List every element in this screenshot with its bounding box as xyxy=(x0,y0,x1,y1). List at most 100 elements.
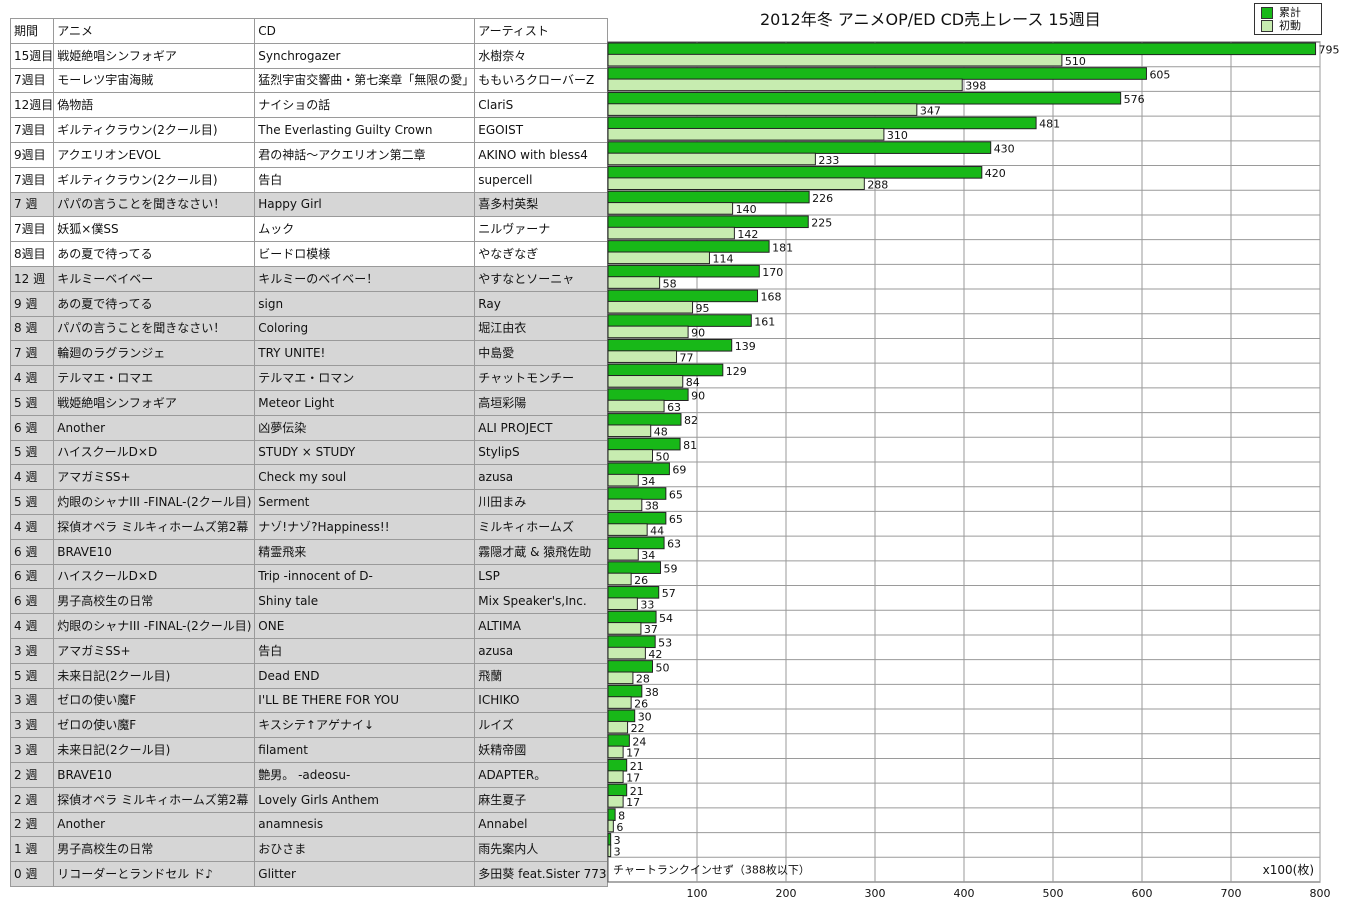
header-artist: アーティスト xyxy=(474,18,608,44)
label-total: 8 xyxy=(618,809,625,822)
cell-artist: ルイズ xyxy=(474,712,608,739)
x-tick-label: 300 xyxy=(865,887,886,900)
cell-period: 4 週 xyxy=(9,365,55,391)
bar-first xyxy=(607,399,665,413)
cell-artist: EGOIST xyxy=(474,117,608,143)
cell-cd: Happy Girl xyxy=(254,191,476,218)
cell-artist: 中島愛 xyxy=(474,340,608,367)
x-tick-label: 200 xyxy=(776,887,797,900)
cell-cd: Lovely Girls Anthem xyxy=(254,786,476,813)
bar-first xyxy=(607,375,684,388)
cell-artist: azusa xyxy=(474,637,608,664)
cell-period: 3 週 xyxy=(9,687,55,714)
bar-total xyxy=(607,511,667,525)
cell-period: 5 週 xyxy=(9,662,55,689)
cell-anime: アマガミSS+ xyxy=(53,637,256,664)
label-total: 30 xyxy=(638,711,652,724)
cell-cd: ナゾ!ナゾ?Happiness!! xyxy=(254,513,476,540)
cell-artist: やすなとソーニャ xyxy=(474,265,608,292)
cell-period: 15週目 xyxy=(9,42,55,69)
label-total: 69 xyxy=(672,464,686,477)
bar-first xyxy=(607,424,652,438)
cell-period: 4 週 xyxy=(9,613,55,639)
cell-cd: Trip -innocent of D- xyxy=(254,563,476,590)
table-row: 9 週あの夏で待ってる sign Ray xyxy=(9,290,608,317)
song-table: 期間 アニメ CD アーティスト 15週目 戦姫絶唱シンフォギア Synchroga… xyxy=(9,18,608,887)
cell-period: 12 週 xyxy=(9,265,55,292)
cell-artist: Ray xyxy=(474,290,608,317)
bar-first xyxy=(607,127,885,141)
cell-artist: ミルキィホームズ xyxy=(474,513,608,540)
label-total: 38 xyxy=(645,686,659,699)
table-row: 2 週探偵オペラ ミルキィホームズ第2幕 Lovely Girls Anthem 麻… xyxy=(9,786,608,813)
label-first: 17 xyxy=(626,747,640,760)
label-first: 26 xyxy=(634,697,648,710)
bar-total xyxy=(607,586,660,599)
bar-first xyxy=(607,350,678,363)
cell-artist: ALI PROJECT xyxy=(474,414,608,441)
bar-first xyxy=(607,819,614,833)
cell-anime: 灼眼のシャナIII -FINAL-(2クール目) xyxy=(53,489,256,515)
cell-period: 4 週 xyxy=(9,464,55,491)
table-row: 6 週男子高校生の日常 Shiny tale Mix Speaker's,Inc. xyxy=(9,588,608,615)
label-first: 58 xyxy=(663,277,677,290)
table-row: 7週目 妖狐×僕SS ムック ニルヴァーナ xyxy=(9,216,608,243)
header-anime: アニメ xyxy=(53,18,256,44)
legend-label-total: 累計 xyxy=(1279,6,1301,19)
cell-cd: TRY UNITE! xyxy=(254,340,476,367)
bar-total xyxy=(607,388,689,401)
label-first: 63 xyxy=(667,401,681,414)
cell-cd: Coloring xyxy=(254,315,476,342)
cell-period: 0 週 xyxy=(9,861,55,887)
cell-artist: ニルヴァーナ xyxy=(474,216,608,243)
table-header-row: 期間 アニメ CD アーティスト xyxy=(9,18,608,44)
label-first: 310 xyxy=(887,129,908,142)
bar-first xyxy=(607,202,734,215)
cell-cd: Shiny tale xyxy=(254,588,476,615)
x-tick-label: 400 xyxy=(954,887,975,900)
cell-period: 5 週 xyxy=(9,389,55,416)
cell-anime: パパの言うことを聞きなさい！ xyxy=(53,191,256,218)
x-tick-label: 600 xyxy=(1132,887,1153,900)
cell-cd: I'LL BE THERE FOR YOU xyxy=(254,687,476,714)
header-period: 期間 xyxy=(9,18,55,44)
cell-artist: 霧隠才蔵 & 猿飛佐助 xyxy=(474,538,608,565)
cell-anime: リコーダーとランドセル ド♪ xyxy=(53,861,256,887)
cell-anime: 戦姫絶唱シンフォギア xyxy=(53,42,256,69)
cell-anime: モーレツ宇宙海賊 xyxy=(53,67,256,94)
cell-period: 7 週 xyxy=(9,191,55,218)
cell-period: 4 週 xyxy=(9,513,55,540)
bar-first xyxy=(607,671,634,685)
cell-artist: LSP xyxy=(474,563,608,590)
bar-first xyxy=(607,103,918,116)
bar-total xyxy=(607,42,1317,56)
label-total: 168 xyxy=(761,291,782,304)
label-first: 90 xyxy=(691,327,705,340)
bar-total xyxy=(607,635,656,649)
bar-total xyxy=(607,166,983,179)
bar-first xyxy=(607,720,629,734)
label-first: 48 xyxy=(654,426,668,439)
label-total: 53 xyxy=(658,637,672,650)
bar-total xyxy=(607,833,612,846)
bar-total xyxy=(607,536,665,550)
cell-artist: ICHIKO xyxy=(474,687,608,714)
label-total: 65 xyxy=(669,488,683,501)
cell-anime: 男子高校生の日常 xyxy=(53,588,256,615)
cell-period: 1 週 xyxy=(9,836,55,863)
cell-period: 12週目 xyxy=(9,92,55,119)
cell-artist: 飛蘭 xyxy=(474,662,608,689)
label-first: 42 xyxy=(648,648,662,661)
header-cd: CD xyxy=(254,18,476,44)
bar-total xyxy=(607,734,630,747)
bar-first xyxy=(607,177,865,190)
legend-label-first: 初動 xyxy=(1279,19,1301,32)
legend-swatch-total xyxy=(1261,7,1273,19)
bar-first xyxy=(607,547,639,561)
cell-cd: 告白 xyxy=(254,637,476,664)
label-total: 181 xyxy=(772,241,793,254)
cell-anime: 妖狐×僕SS xyxy=(53,216,256,243)
label-total: 65 xyxy=(669,513,683,526)
label-first: 37 xyxy=(644,623,658,636)
cell-cd: filament xyxy=(254,737,476,763)
